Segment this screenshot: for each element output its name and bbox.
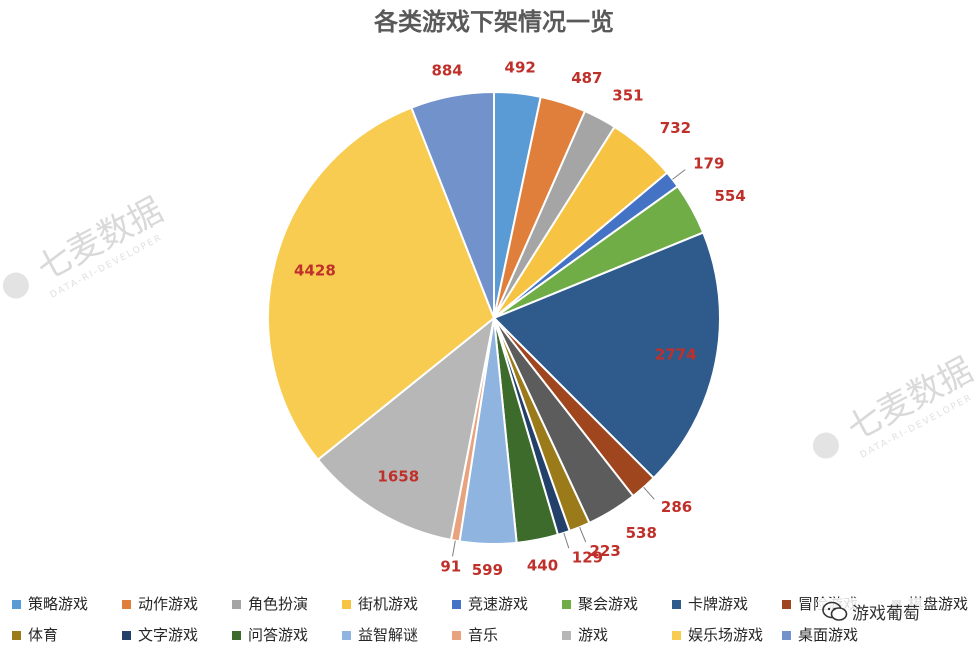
legend-swatch (782, 600, 791, 609)
data-label: 884 (431, 61, 462, 79)
data-label: 129 (572, 549, 603, 567)
legend-item: 街机游戏 (342, 595, 418, 613)
legend-label: 音乐 (468, 626, 498, 644)
data-label: 91 (440, 557, 461, 575)
leader-line (672, 169, 686, 180)
legend-swatch (122, 600, 131, 609)
leader-line (579, 527, 587, 543)
data-label: 732 (660, 119, 691, 137)
pie-slice (316, 315, 496, 542)
legend-swatch (782, 631, 791, 640)
data-label: 487 (571, 69, 602, 87)
data-label: 599 (472, 561, 503, 579)
legend-label: 聚会游戏 (578, 595, 638, 613)
legend-item: 体育 (12, 626, 58, 644)
data-label: 286 (661, 498, 692, 516)
legend-swatch (342, 631, 351, 640)
leader-line (643, 486, 655, 500)
legend-swatch (12, 631, 21, 640)
legend-label: 益智解谜 (358, 626, 418, 644)
wechat-icon (822, 601, 848, 621)
data-label: 554 (715, 187, 746, 205)
legend-swatch (452, 600, 461, 609)
cat-logo-icon (812, 432, 839, 459)
legend-label: 娱乐场游戏 (688, 626, 763, 644)
legend-item: 策略游戏 (12, 595, 88, 613)
legend-item: 角色扮演 (232, 595, 308, 613)
legend-label: 街机游戏 (358, 595, 418, 613)
legend-item: 文字游戏 (122, 626, 198, 644)
chart-title: 各类游戏下架情况一览 (373, 8, 614, 36)
pie-slice (267, 106, 496, 462)
cat-logo-icon (2, 272, 29, 299)
legend-label: 动作游戏 (138, 595, 198, 613)
legend-item: 聚会游戏 (562, 595, 638, 613)
legend-swatch (342, 600, 351, 609)
legend-swatch (12, 600, 21, 609)
data-label: 538 (626, 524, 657, 542)
badge-text: 游戏葡萄 (852, 604, 920, 624)
legend-label: 游戏 (578, 626, 608, 644)
legend-swatch (562, 631, 571, 640)
legend-item: 竞速游戏 (452, 595, 528, 613)
legend-item: 问答游戏 (232, 626, 308, 644)
legend-label: 策略游戏 (28, 595, 88, 613)
watermark-1: 七麦数据 DATA-RI-DEVELOPER (2, 190, 170, 301)
data-label: 2774 (655, 346, 697, 364)
data-label: 179 (693, 155, 724, 173)
legend: 策略游戏动作游戏角色扮演街机游戏竞速游戏聚会游戏卡牌游戏冒险游戏棋盘游戏体育文字… (12, 595, 968, 644)
legend-label: 问答游戏 (248, 626, 308, 644)
pie-slices (267, 90, 721, 545)
legend-label: 桌面游戏 (798, 626, 858, 644)
legend-swatch (232, 600, 241, 609)
leader-line (452, 540, 456, 557)
legend-item: 益智解谜 (342, 626, 418, 644)
data-label: 440 (527, 556, 558, 574)
data-label: 1658 (377, 468, 419, 486)
data-label: 223 (590, 542, 621, 560)
legend-swatch (562, 600, 571, 609)
legend-item: 娱乐场游戏 (672, 626, 763, 644)
legend-label: 竞速游戏 (468, 595, 528, 613)
pie-slice (410, 90, 495, 319)
legend-label: 角色扮演 (248, 595, 308, 613)
data-label: 4428 (294, 261, 336, 279)
legend-swatch (672, 631, 681, 640)
data-label: 492 (505, 58, 536, 76)
legend-item: 音乐 (452, 626, 498, 644)
legend-swatch (672, 600, 681, 609)
data-label: 351 (612, 87, 643, 105)
leader-line (563, 532, 570, 549)
legend-label: 卡牌游戏 (688, 595, 748, 613)
watermark-3: 七麦数据 DATA-RI-DEVELOPER (812, 350, 974, 461)
legend-item: 动作游戏 (122, 595, 198, 613)
legend-label: 文字游戏 (138, 626, 198, 644)
pie-slice (492, 231, 721, 480)
legend-item: 桌面游戏 (782, 626, 858, 644)
legend-item: 卡牌游戏 (672, 595, 748, 613)
legend-swatch (232, 631, 241, 640)
legend-item: 游戏 (562, 626, 608, 644)
legend-swatch (452, 631, 461, 640)
legend-label: 体育 (28, 626, 58, 644)
wechat-badge: 游戏葡萄 (818, 598, 924, 625)
legend-swatch (122, 631, 131, 640)
